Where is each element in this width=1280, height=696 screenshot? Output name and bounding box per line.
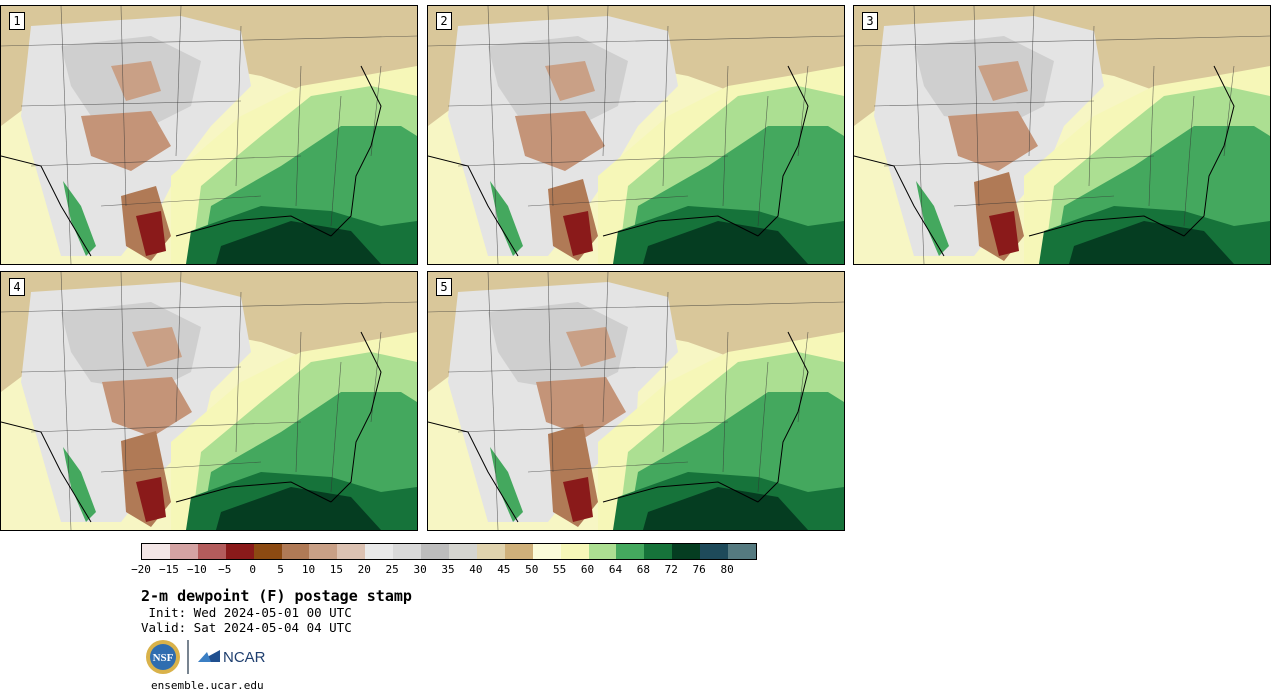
colorbar-segment [644, 544, 673, 559]
map-panel-3: 3 [853, 5, 1271, 265]
colorbar-segment [448, 544, 477, 559]
colorbar-tick-label: 30 [413, 563, 427, 576]
colorbar-tick-label: 60 [580, 563, 595, 576]
colorbar-tick-label: 15 [329, 563, 343, 576]
map-panel-1: 1 [0, 5, 418, 265]
map-panel-2: 2 [427, 5, 845, 265]
colorbar-segment [309, 544, 338, 559]
colorbar-tick-label: 80 [720, 563, 734, 576]
page-title: 2-m dewpoint (F) postage stamp [141, 587, 412, 605]
colorbar-ticks: −20 −15 −10 −5 0 5 10 15 20 25 30 35 40 45 50 55 60 64 68 7… [131, 563, 761, 577]
dewpoint-map-4 [1, 272, 417, 530]
colorbar-segment [560, 544, 589, 559]
colorbar-segment [337, 544, 366, 559]
colorbar-segment [672, 544, 701, 559]
colorbar-segment [253, 544, 282, 559]
colorbar-tick-label: 10 [301, 563, 316, 576]
colorbar-segment [588, 544, 617, 559]
colorbar-segment [700, 544, 729, 559]
colorbar-tick-label: −20 [131, 563, 151, 576]
colorbar-segment [421, 544, 449, 559]
colorbar-segment [476, 544, 505, 559]
colorbar-segment [532, 544, 561, 559]
colorbar-tick-label: 50 [525, 563, 539, 576]
panel-label: 3 [862, 12, 878, 30]
ncar-logo-text: NCAR [223, 649, 266, 666]
nsf-logo-text: NSF [153, 652, 174, 664]
nsf-logo: NSF [146, 640, 180, 674]
logos: NSF NCAR [145, 638, 285, 676]
colorbar-segment [169, 544, 198, 559]
map-panel-4: 4 [0, 271, 418, 531]
dewpoint-map-3 [854, 6, 1270, 264]
colorbar-segment [616, 544, 645, 559]
colorbar-segment [281, 544, 310, 559]
panel-label: 5 [436, 278, 452, 296]
valid-time: Valid: Sat 2024-05-04 04 UTC [141, 620, 352, 635]
panel-label: 1 [9, 12, 25, 30]
colorbar-tick-label: 68 [636, 563, 650, 576]
colorbar-tick-label: 20 [357, 563, 371, 576]
colorbar-segment [197, 544, 226, 559]
panel-label: 4 [9, 278, 25, 296]
colorbar-segment [504, 544, 533, 559]
colorbar-tick-label: −10 [186, 563, 207, 576]
panel-label: 2 [436, 12, 452, 30]
colorbar [141, 543, 757, 560]
dewpoint-map-5 [428, 272, 844, 530]
dewpoint-map-1 [1, 6, 417, 264]
colorbar-tick-label: 25 [385, 563, 399, 576]
colorbar-segment [365, 544, 394, 559]
colorbar-tick-label: 72 [664, 563, 678, 576]
site-url: ensemble.ucar.edu [151, 679, 264, 692]
colorbar-tick-label: −5 [218, 563, 232, 576]
colorbar-tick-label: 0 [249, 563, 256, 576]
colorbar-tick-label: 35 [441, 563, 455, 576]
colorbar-tick-label: 45 [497, 563, 511, 576]
colorbar-tick-label: −15 [158, 563, 179, 576]
ncar-logo: NCAR [198, 649, 266, 666]
colorbar-segment [393, 544, 422, 559]
map-panel-5: 5 [427, 271, 845, 531]
colorbar-tick-label: 40 [469, 563, 483, 576]
colorbar-segment [225, 544, 254, 559]
colorbar-tick-label: 55 [553, 563, 567, 576]
init-time: Init: Wed 2024-05-01 00 UTC [141, 605, 352, 620]
colorbar-tick-label: 5 [277, 563, 284, 576]
dewpoint-map-2 [428, 6, 844, 264]
colorbar-tick-label: 76 [692, 563, 706, 576]
colorbar-tick-label: 64 [608, 563, 623, 576]
colorbar-segment [728, 544, 756, 559]
colorbar-segment [142, 544, 170, 559]
